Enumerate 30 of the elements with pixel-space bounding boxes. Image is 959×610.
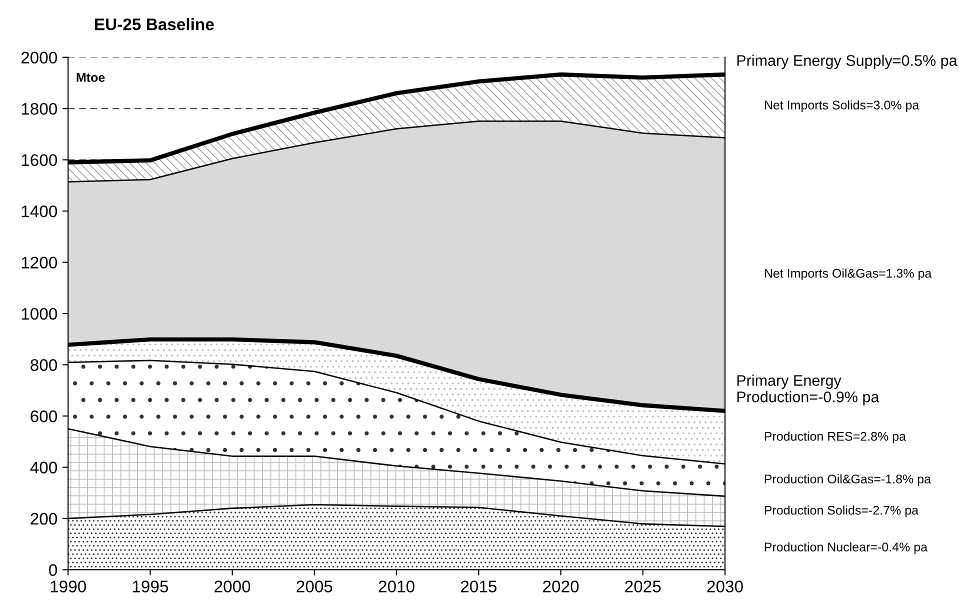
annotation: Primary Energy Supply=0.5% pa (737, 54, 958, 69)
x-tick-label: 2015 (460, 580, 496, 592)
y-tick-label: 1800 (22, 102, 58, 115)
text: Production Oil&Gas=-1.8% pa (764, 474, 931, 486)
y-tick-label: 1200 (22, 256, 58, 269)
x-tick-label: 2025 (625, 580, 661, 592)
y-tick-label: 0 (49, 564, 58, 576)
y-tick-label: 1400 (22, 205, 58, 218)
y-axis-title: Mtoe (76, 73, 105, 82)
y-tick-label: 2000 (21, 52, 58, 64)
text: Net Imports Oil&Gas=1.3% pa (764, 268, 932, 280)
x-tick-label: 2010 (378, 580, 414, 592)
chart-title: EU-25 Baseline (95, 18, 214, 30)
x-tick-label: 2030 (707, 580, 743, 592)
x-tick-label: 2000 (214, 580, 250, 592)
annotation: Primary Energy Production=-0.9% pa (737, 374, 880, 406)
text: Production Solids=-2.7% pa (764, 506, 918, 518)
x-tick-label: 1995 (132, 580, 168, 592)
text: Net Imports Solids=3.0% pa (764, 100, 920, 112)
y-tick-label: 200 (30, 512, 58, 525)
y-tick-label: 400 (30, 462, 58, 474)
y-tick-label: 600 (30, 410, 58, 422)
text: Production Nuclear=-0.4% pa (764, 542, 928, 554)
y-tick-label: 1600 (22, 154, 58, 166)
y-tick-label: 1000 (22, 308, 58, 320)
y-tick-label: 800 (30, 359, 58, 371)
x-tick-label: 2005 (296, 580, 332, 592)
text: Production RES=2.8% pa (764, 432, 906, 444)
x-tick-label: 1990 (50, 580, 86, 592)
x-tick-label: 2020 (543, 580, 579, 592)
